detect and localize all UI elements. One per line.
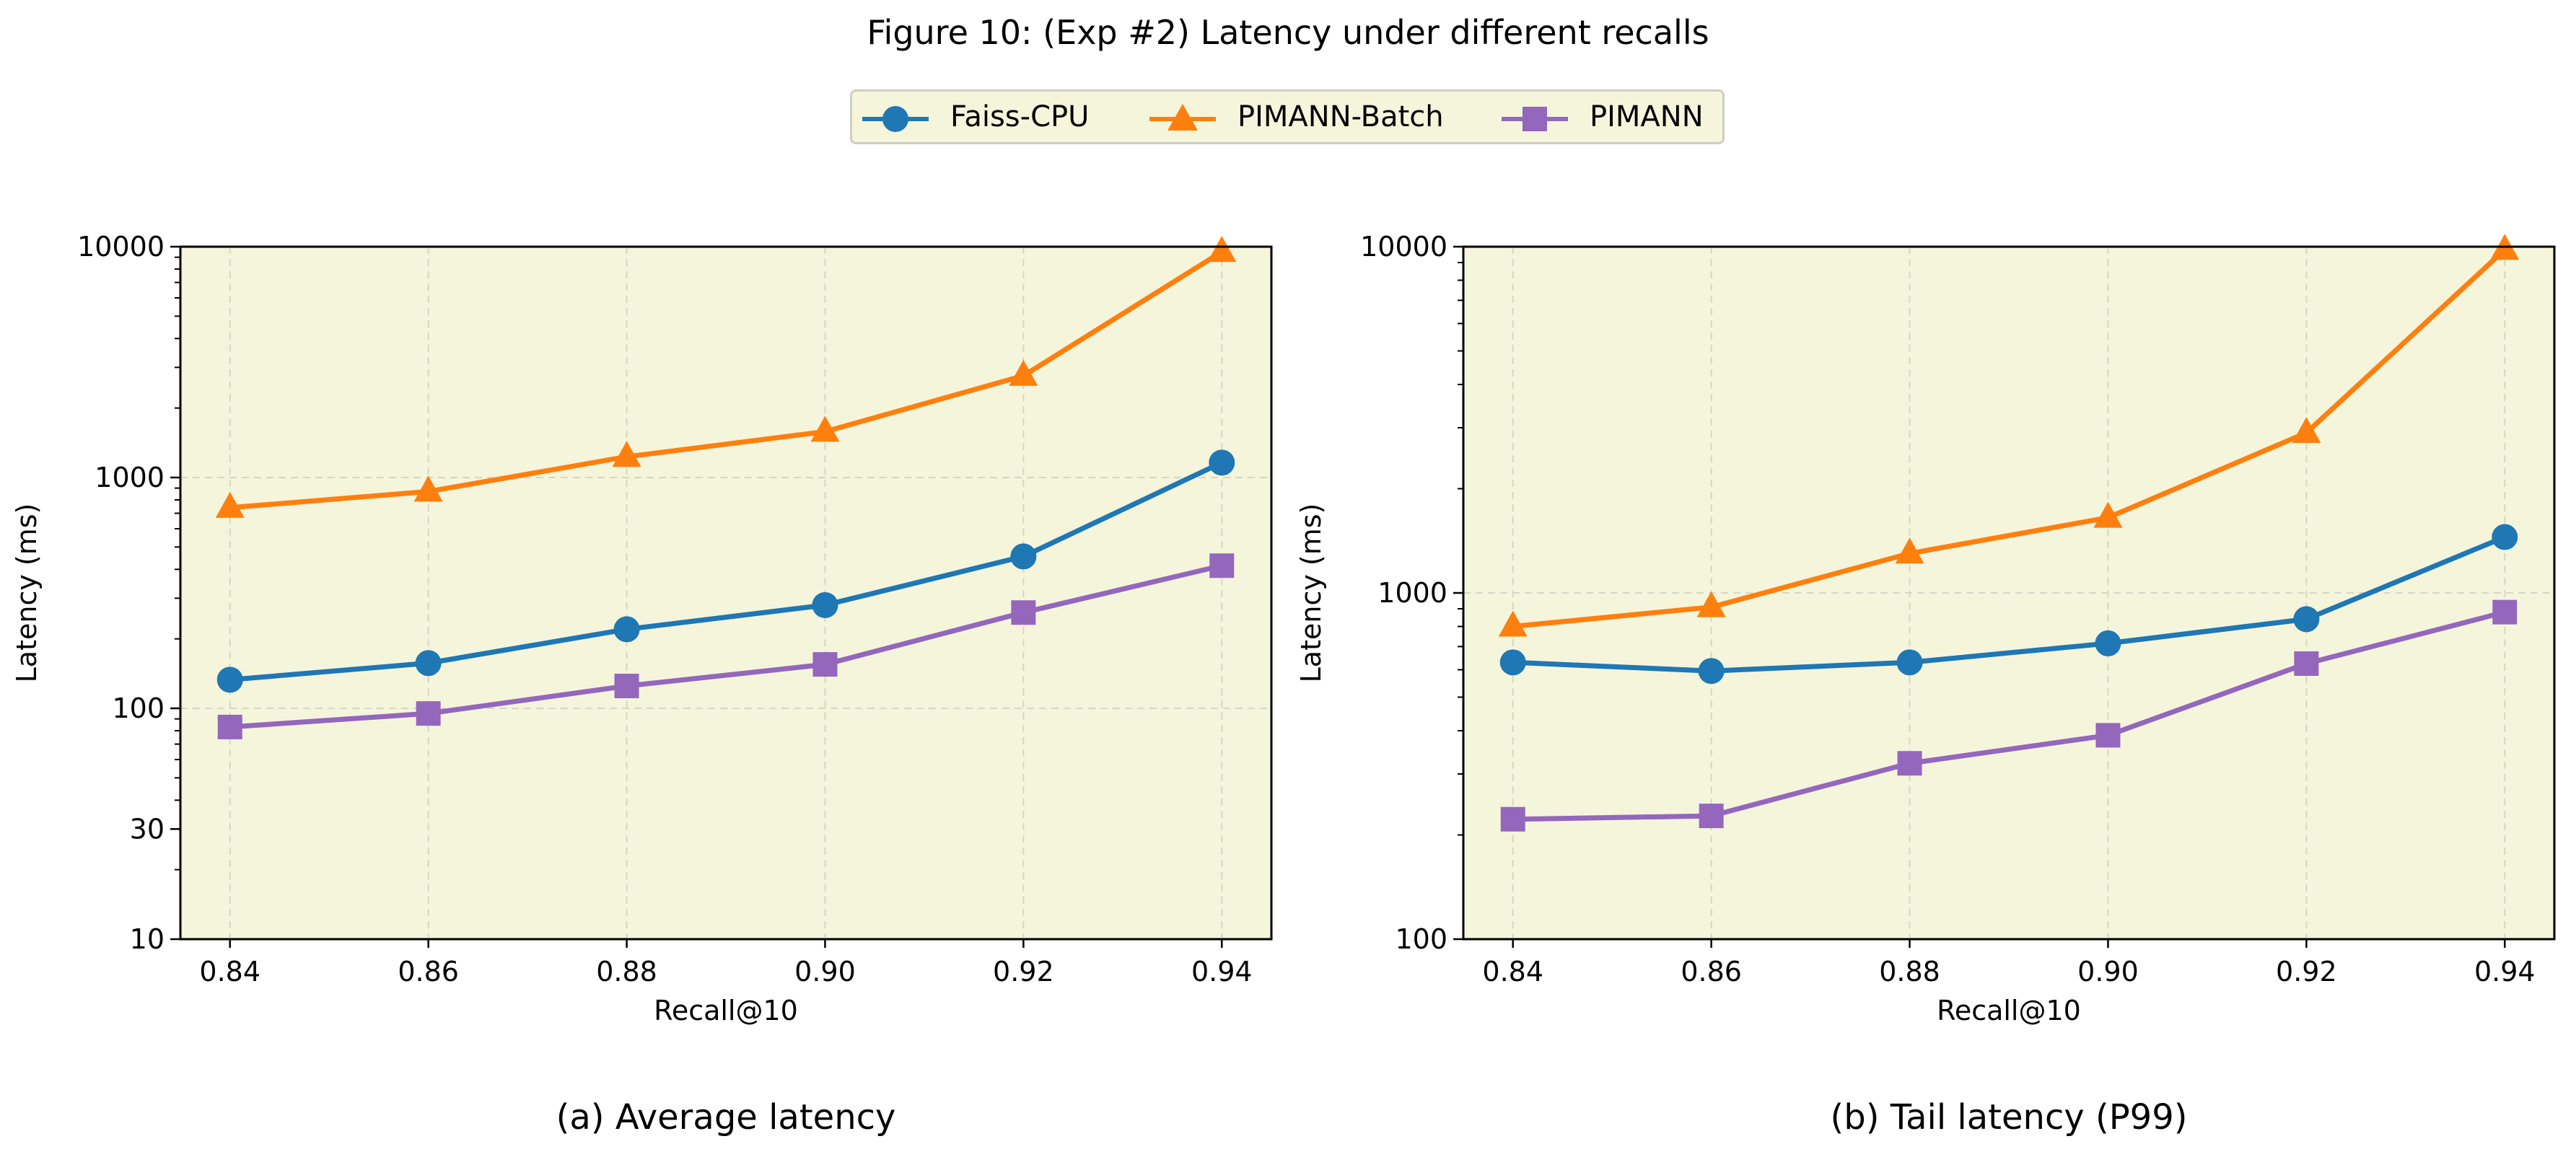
triangle-marker-icon bbox=[1149, 104, 1216, 131]
data-point-faiss-cpu bbox=[1698, 658, 1725, 685]
figure-title: Figure 10: (Exp #2) Latency under differ… bbox=[867, 13, 1709, 52]
x-tick-label: 0.86 bbox=[1681, 956, 1742, 987]
y-tick-label: 10000 bbox=[1360, 231, 1447, 263]
subfigure-caption: (b) Tail latency (P99) bbox=[1831, 1097, 2188, 1138]
data-point-pimann bbox=[2294, 651, 2319, 676]
y-axis-label: Latency (ms) bbox=[11, 503, 43, 683]
data-point-pimann bbox=[614, 673, 639, 698]
series-line-pimann-batch bbox=[1510, 247, 2507, 629]
x-tick-label: 0.92 bbox=[2276, 956, 2337, 987]
series-line-pimann bbox=[1510, 610, 2507, 822]
legend-label-pimann-batch: PIMANN-Batch bbox=[1237, 100, 1444, 133]
data-point-pimann-batch bbox=[413, 475, 443, 502]
data-point-faiss-cpu bbox=[415, 650, 442, 677]
y-tick-label: 30 bbox=[130, 813, 165, 845]
series-line-faiss-cpu bbox=[227, 459, 1225, 682]
data-point-pimann-batch bbox=[1498, 610, 1528, 637]
data-point-pimann-batch bbox=[2292, 417, 2321, 444]
data-point-pimann-batch bbox=[2093, 501, 2123, 528]
plot-frame bbox=[1462, 245, 2556, 941]
x-tick-label: 0.84 bbox=[199, 956, 260, 987]
series-line-pimann-batch bbox=[227, 249, 1225, 511]
data-point-pimann bbox=[1209, 553, 1235, 578]
y-tick-label: 10 bbox=[130, 923, 165, 955]
legend-entry-pimann-batch: PIMANN-Batch bbox=[1144, 92, 1476, 146]
subfigure-caption: (a) Average latency bbox=[556, 1097, 896, 1138]
y-tick-label: 1000 bbox=[1377, 577, 1447, 609]
data-point-faiss-cpu bbox=[216, 667, 243, 693]
data-point-faiss-cpu bbox=[2293, 606, 2320, 633]
data-point-pimann bbox=[812, 652, 838, 677]
data-point-pimann bbox=[1699, 804, 1724, 829]
data-point-pimann-batch bbox=[612, 441, 641, 467]
data-point-pimann-batch bbox=[215, 491, 245, 518]
x-axis-label: Recall@10 bbox=[1937, 995, 2081, 1026]
legend: Faiss-CPU PIMANN-Batch PIMANN bbox=[850, 89, 1725, 144]
data-point-faiss-cpu bbox=[1010, 543, 1037, 570]
legend-label-pimann: PIMANN bbox=[1590, 100, 1704, 133]
data-point-pimann bbox=[1500, 806, 1525, 832]
x-tick-label: 0.94 bbox=[1191, 956, 1253, 987]
chart-panel-2: 0.84 0.86 0.88 0.90 0.92 0.94 100 1000 10000 Reca… bbox=[1295, 231, 2556, 1138]
y-axis-label: Latency (ms) bbox=[1295, 503, 1327, 683]
legend-entry-pimann: PIMANN bbox=[1496, 92, 1719, 146]
square-marker-icon bbox=[1502, 107, 1568, 131]
data-point-pimann bbox=[2492, 599, 2518, 625]
series-line-faiss-cpu bbox=[1510, 534, 2507, 674]
y-tick-label: 100 bbox=[1395, 923, 1447, 955]
data-point-faiss-cpu bbox=[1896, 649, 1923, 676]
data-point-pimann-batch bbox=[1207, 236, 1237, 263]
x-tick-label: 0.90 bbox=[794, 956, 856, 987]
data-point-faiss-cpu bbox=[2492, 524, 2518, 550]
y-tick-label: 100 bbox=[112, 692, 165, 724]
x-tick-label: 0.92 bbox=[993, 956, 1054, 987]
x-tick-label: 0.90 bbox=[2077, 956, 2139, 987]
chart-panel-1: 0.84 0.86 0.88 0.90 0.92 0.94 10 30 100 1000 10000… bbox=[11, 231, 1273, 1138]
plot-area bbox=[180, 247, 1271, 939]
data-point-faiss-cpu bbox=[613, 616, 640, 643]
x-axis-label: Recall@10 bbox=[654, 995, 798, 1026]
x-tick-label: 0.94 bbox=[2474, 956, 2536, 987]
y-tick-label: 10000 bbox=[77, 231, 165, 263]
x-tick-label: 0.88 bbox=[1879, 956, 1940, 987]
data-point-pimann-batch bbox=[1009, 359, 1038, 386]
circle-marker-icon bbox=[862, 106, 929, 132]
data-point-pimann-batch bbox=[1696, 591, 1726, 617]
x-tick-label: 0.84 bbox=[1482, 956, 1543, 987]
x-tick-label: 0.86 bbox=[398, 956, 459, 987]
x-tick-label: 0.88 bbox=[596, 956, 657, 987]
data-point-pimann-batch bbox=[810, 415, 840, 442]
data-point-pimann bbox=[217, 714, 242, 739]
data-point-faiss-cpu bbox=[812, 591, 838, 618]
legend-entry-faiss-cpu: Faiss-CPU bbox=[857, 92, 1123, 146]
data-point-pimann bbox=[416, 701, 441, 726]
data-point-pimann bbox=[1897, 751, 1922, 776]
data-point-pimann-batch bbox=[1895, 537, 1924, 564]
data-point-pimann bbox=[2095, 723, 2121, 748]
y-tick-label: 1000 bbox=[95, 462, 165, 493]
series-line-pimann bbox=[227, 563, 1225, 730]
data-point-faiss-cpu bbox=[1499, 649, 1526, 676]
data-point-faiss-cpu bbox=[1209, 449, 1235, 476]
data-point-faiss-cpu bbox=[2095, 630, 2121, 656]
data-point-pimann bbox=[1011, 600, 1036, 625]
plot-frame bbox=[179, 245, 1273, 941]
legend-label-faiss-cpu: Faiss-CPU bbox=[950, 100, 1090, 133]
